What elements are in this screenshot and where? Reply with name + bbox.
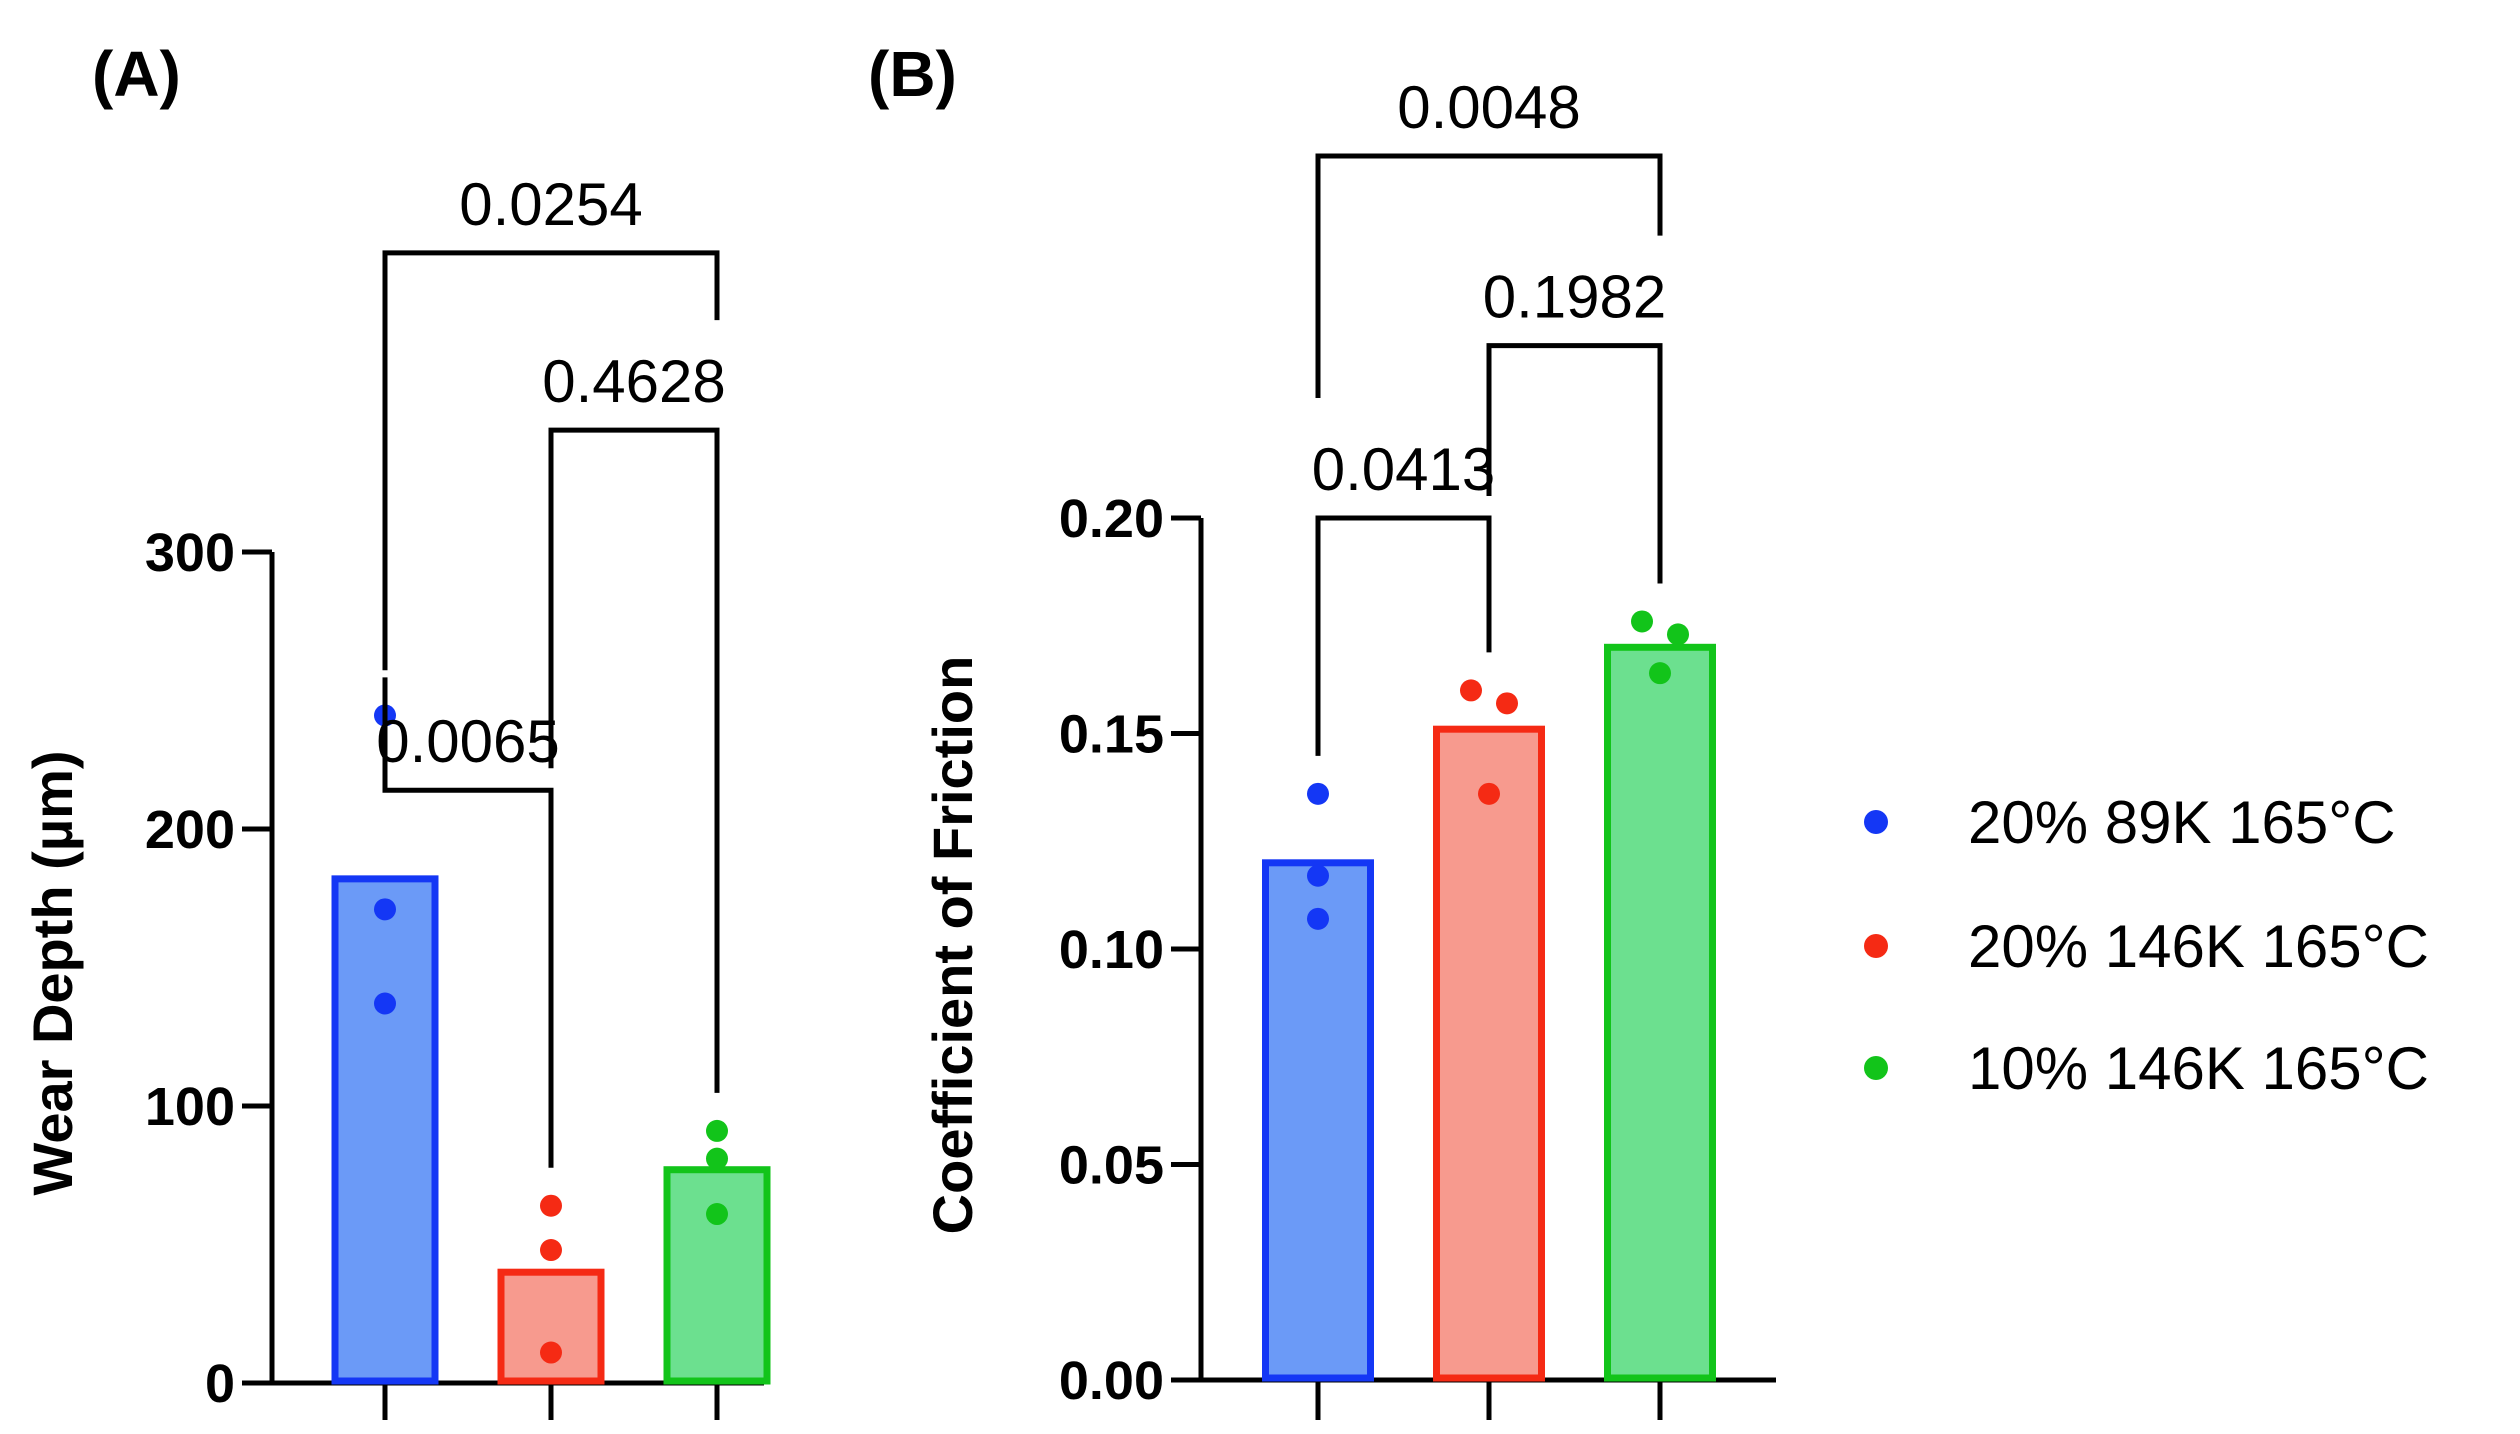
panel-b-data-point <box>1496 692 1518 715</box>
panel-b-y-tick-label: 0.00 <box>1059 1351 1164 1411</box>
panel-b-comparison-bracket-1 <box>1486 343 1663 584</box>
panel-b: (B) Coefficient of Friction 0.00 0.05 0.10… <box>868 38 1776 1420</box>
panel-a-data-point <box>706 1147 728 1170</box>
panel-b-data-point <box>1478 782 1500 805</box>
panel-b-p-value-label-2: 0.0048 <box>1397 74 1581 141</box>
legend: 20% 89K 165°C 20% 146K 165°C 10% 146K 16… <box>1864 789 2429 1102</box>
legend-marker-2 <box>1864 1056 1888 1080</box>
panel-b-p-value-label-0: 0.0413 <box>1312 436 1496 503</box>
panel-b-y-tick-label: 0.05 <box>1059 1136 1164 1196</box>
panel-a-plot-area: 0 100 200 300 0.0065 0.4628 0.0254 <box>145 171 771 1420</box>
panel-b-data-point <box>1631 610 1653 633</box>
panel-b-data-point <box>1667 623 1689 646</box>
panel-b-data-point <box>1307 907 1329 930</box>
panel-a-p-value-label-1: 0.4628 <box>542 348 726 415</box>
panel-a-y-tick-label: 100 <box>145 1077 235 1137</box>
panel-a-y-tick-label: 0 <box>205 1354 235 1414</box>
panel-b-data-point <box>1307 782 1329 805</box>
panel-b-data-point <box>1460 679 1482 702</box>
panel-b-comparison-bracket-0 <box>1315 515 1492 756</box>
panel-a-p-value-label-2: 0.0254 <box>459 171 643 238</box>
panel-a-data-point <box>706 1203 728 1226</box>
panel-a: (A) Wear Depth (µm) 0 100 200 300 0.0065 0.46… <box>21 38 771 1420</box>
panel-b-comparison-bracket-2 <box>1315 153 1663 398</box>
panel-b-plot-area: 0.00 0.05 0.10 0.15 0.20 0.0413 0.1982 0.0048 <box>1059 74 1776 1420</box>
panel-a-y-tick-label: 300 <box>145 523 235 583</box>
panel-a-label: (A) <box>92 38 181 110</box>
legend-marker-1 <box>1864 934 1888 958</box>
panel-a-bar-1 <box>497 1268 605 1385</box>
panel-a-data-point <box>540 1194 562 1217</box>
panel-a-comparison-bracket-1 <box>548 427 720 1093</box>
panel-b-y-tick-label: 0.20 <box>1059 489 1164 549</box>
panel-a-bar-0 <box>331 875 439 1385</box>
panel-a-data-point <box>540 1341 562 1364</box>
panel-b-data-point <box>1307 864 1329 887</box>
panel-b-y-tick-label: 0.15 <box>1059 705 1164 765</box>
panel-a-data-point <box>540 1239 562 1262</box>
legend-marker-0 <box>1864 810 1888 834</box>
panel-a-p-value-label-0: 0.0065 <box>376 708 560 775</box>
panel-b-label: (B) <box>868 38 957 110</box>
panel-a-comparison-bracket-2 <box>382 250 720 671</box>
panel-a-data-point <box>706 1119 728 1142</box>
legend-label-2: 10% 146K 165°C <box>1968 1035 2429 1102</box>
panel-a-bar-2 <box>663 1166 771 1385</box>
panel-a-data-point <box>374 898 396 921</box>
panel-a-y-axis-title: Wear Depth (µm) <box>21 750 84 1195</box>
panel-a-comparison-bracket-0 <box>382 677 554 1168</box>
panel-b-bar-0 <box>1262 859 1374 1382</box>
legend-label-1: 20% 146K 165°C <box>1968 913 2429 980</box>
panel-a-y-tick-label: 200 <box>145 800 235 860</box>
panel-b-data-point <box>1649 662 1671 685</box>
panel-a-data-point <box>374 992 396 1015</box>
panel-b-bar-1 <box>1433 725 1545 1382</box>
panel-b-bar-2 <box>1604 643 1716 1382</box>
legend-label-0: 20% 89K 165°C <box>1968 789 2396 856</box>
panel-b-y-axis-title: Coefficient of Friction <box>921 656 984 1235</box>
panel-b-p-value-label-1: 0.1982 <box>1483 264 1667 331</box>
panel-b-y-tick-label: 0.10 <box>1059 920 1164 980</box>
